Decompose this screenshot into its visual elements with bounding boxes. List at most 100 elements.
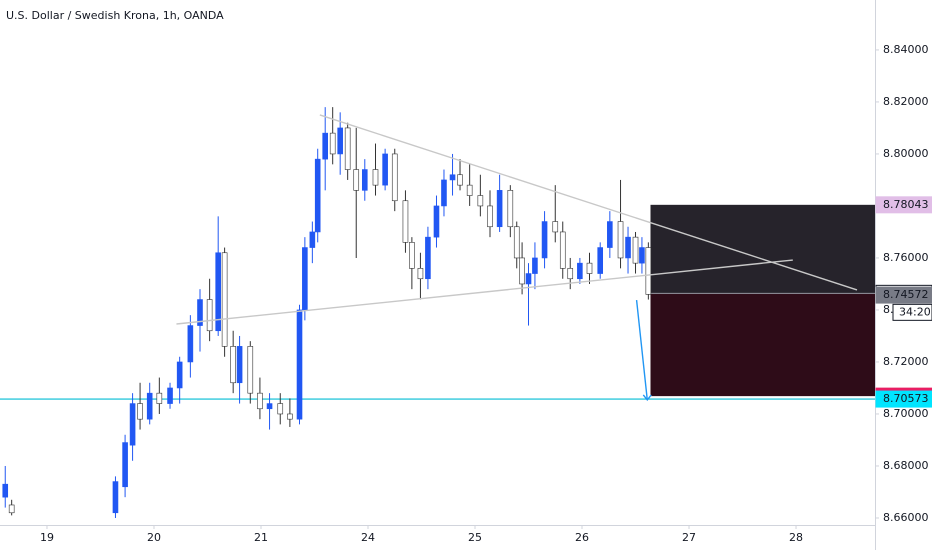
candle-body [567,268,574,280]
stop-zone [650,204,875,294]
candle-body [425,236,431,280]
candle-body [2,483,9,498]
candle-body [372,169,379,186]
countdown: 34:20 [899,305,931,318]
y-tick-label: 8.70000 [883,407,929,420]
trend-line [176,259,793,325]
arrow-head [642,394,652,402]
candle-body [409,242,415,269]
candle-body [322,132,328,160]
y-tick-label: 8.82000 [883,95,929,108]
candle-body [277,403,284,415]
candle-body [296,309,303,420]
candle-body [559,231,566,269]
candle-body [309,231,316,248]
candle-body [353,169,360,191]
target-zone [650,293,875,397]
candle-body [577,262,583,280]
candle-body [433,205,440,238]
candle-body [441,179,447,207]
candle-body [625,236,631,259]
candle-body [314,158,321,233]
candle-body [457,174,463,186]
candle-body [257,392,263,410]
x-tick-label: 21 [254,531,268,544]
candle-body [541,221,548,259]
candle-body [586,262,593,274]
candle-body [525,273,532,285]
candle-body [129,403,136,446]
candle-body [645,247,652,295]
candle-body [156,392,163,404]
candle-body [361,169,368,191]
x-tick-label: 20 [147,531,161,544]
candle-body [247,346,254,394]
candle-body [329,132,336,155]
x-tick-label: 28 [789,531,803,544]
candle-body [607,221,613,248]
candle-body [221,252,228,347]
candle-body [449,174,456,181]
candle-body [236,346,243,384]
chart-title: U.S. Dollar / Swedish Krona, 1h, OANDA [6,9,224,22]
candle-body [402,200,409,243]
y-tick-label: 8.68000 [883,459,929,472]
countdown-box [892,303,932,321]
candle-body [197,299,203,326]
candle-body [519,257,525,285]
candle-body [8,504,15,514]
x-tick-label: 19 [40,531,54,544]
candle-body [532,257,538,274]
candle-body [146,392,153,420]
price-label-text: 8.74572 [883,288,929,301]
candle-body [597,247,604,274]
price-label: 8.70573 [875,390,932,408]
price-label-box [875,390,932,408]
candle-body [344,127,351,170]
candle-body [382,153,388,186]
candle-body [266,403,273,410]
arrow-line [635,299,648,401]
candle-body [552,221,559,233]
y-tick-label: 8.84000 [883,43,929,56]
x-tick-label: 25 [468,531,482,544]
candle-body [487,205,493,228]
candle-body [496,190,503,228]
candle-body [112,481,119,514]
x-tick-label: 24 [361,531,375,544]
candle-body [287,413,293,420]
price-label: 8.74572 [875,286,932,304]
candle-body [477,195,484,207]
price-label-text: 8.70573 [883,392,929,405]
candle-body [167,387,173,404]
candle-body [391,153,398,202]
x-tick-label: 26 [575,531,589,544]
x-tick-label: 27 [682,531,696,544]
candle-body [302,247,308,311]
y-tick-label: 8.80000 [883,147,929,160]
candle-body [215,252,221,332]
candle-body [617,221,624,259]
y-tick-label: 8.72000 [883,355,929,368]
candle-body [206,299,213,332]
candle-body [122,442,128,488]
candle-body [417,268,424,280]
trend-line [319,114,858,291]
price-label-box [875,196,932,214]
candle-body [507,190,514,228]
price-label: 8.78043 [875,196,932,214]
y-tick-label: 8.66000 [883,511,929,524]
candle-body [632,236,639,264]
candle-body [187,325,194,363]
candle-body [639,247,645,264]
y-tick-label: 8.76000 [883,251,929,264]
price-label-box [875,286,932,304]
candle-body [466,184,473,196]
price-label-text: 8.78043 [883,198,929,211]
candle-body [230,346,236,384]
candle-body [337,127,343,155]
candle-body [176,361,183,389]
candle-body [513,226,520,259]
